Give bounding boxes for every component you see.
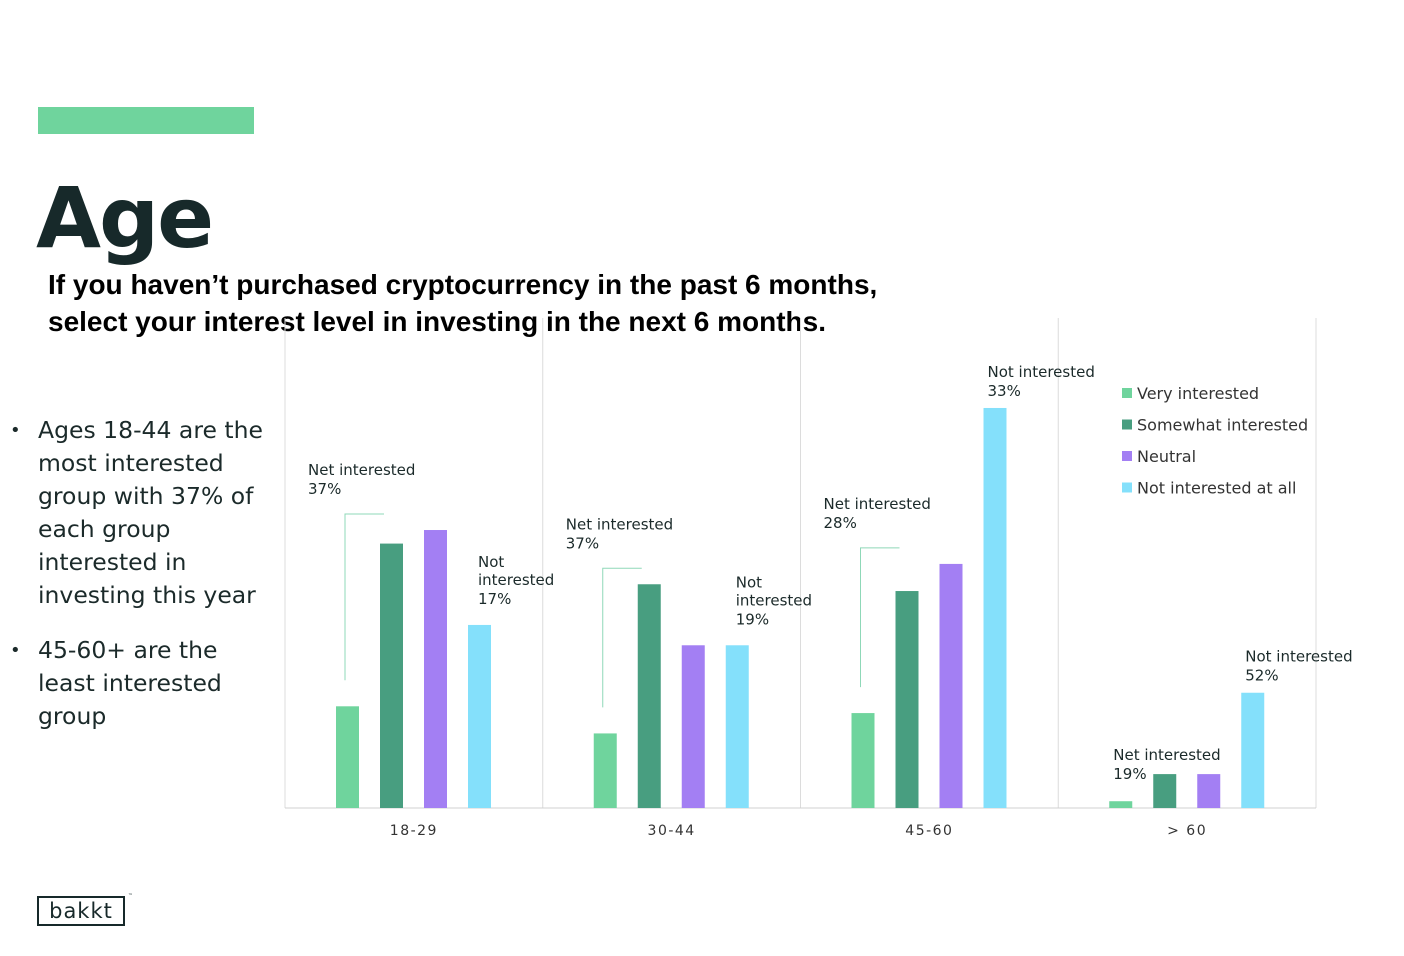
not-interested-label: interested (736, 591, 812, 609)
bar-not-interested-at-all (983, 407, 1007, 808)
net-interested-label: Net interested (308, 461, 415, 479)
net-interested-value: 37% (566, 534, 599, 552)
bullet-dot: • (10, 640, 21, 661)
bar-somewhat-interested (1153, 774, 1177, 808)
bar-neutral (681, 645, 705, 808)
bar-very-interested (851, 713, 875, 808)
x-tick-label: > 60 (1167, 823, 1207, 839)
bar-very-interested (593, 733, 617, 808)
legend-swatch (1122, 419, 1132, 430)
subtitle: If you haven’t purchased cryptocurrency … (48, 266, 928, 340)
not-interested-label: Not (478, 553, 504, 571)
not-interested-label: Not interested (988, 363, 1095, 381)
net-interested-label: Net interested (566, 515, 673, 533)
x-tick-label: 18-29 (390, 823, 438, 839)
not-interested-label: Not (736, 573, 762, 591)
bullet-item: • Ages 18-44 are the most interested gro… (0, 414, 270, 612)
legend-label: Neutral (1137, 447, 1196, 466)
net-interested-value: 19% (1113, 765, 1146, 783)
bar-neutral (1197, 774, 1221, 808)
legend-label: Not interested at all (1137, 479, 1296, 498)
net-interested-label: Net interested (1113, 746, 1220, 764)
x-tick-label: 30-44 (648, 823, 696, 839)
bar-not-interested-at-all (725, 645, 749, 808)
net-interested-bracket (344, 513, 384, 681)
bar-somewhat-interested (637, 584, 661, 808)
not-interested-value: 17% (478, 590, 511, 608)
subtitle-line-2: select your interest level in investing … (48, 306, 826, 337)
net-interested-bracket (602, 567, 642, 708)
bar-not-interested-at-all (468, 624, 491, 808)
bullet-text: Ages 18-44 are the most interested group… (38, 416, 263, 609)
logo-trademark: ™ (128, 893, 133, 899)
bullet-list: • Ages 18-44 are the most interested gro… (0, 414, 270, 755)
bullet-dot: • (10, 420, 21, 441)
not-interested-label: Not interested (1245, 648, 1352, 666)
not-interested-value: 19% (736, 610, 769, 628)
accent-bar (38, 107, 254, 134)
page-title: Age (36, 169, 214, 267)
bar-very-interested (1109, 801, 1133, 808)
legend-label: Very interested (1137, 384, 1259, 403)
bar-neutral (939, 563, 963, 808)
bullet-text: 45-60+ are the least interested group (38, 636, 222, 730)
net-interested-value: 28% (824, 514, 857, 532)
not-interested-value: 33% (988, 382, 1021, 400)
not-interested-label: interested (478, 571, 554, 589)
bar-very-interested (336, 706, 359, 808)
not-interested-value: 52% (1245, 667, 1278, 685)
net-interested-value: 37% (308, 480, 341, 498)
bakkt-logo: bakkt (37, 896, 125, 926)
bar-not-interested-at-all (1241, 692, 1265, 808)
bar-somewhat-interested (895, 591, 919, 808)
bar-neutral (424, 530, 447, 808)
legend-swatch (1122, 388, 1132, 398)
bullet-item: • 45-60+ are the least interested group (0, 634, 270, 733)
legend-swatch (1122, 482, 1132, 493)
legend-label: Somewhat interested (1137, 416, 1308, 435)
bar-somewhat-interested (380, 543, 403, 808)
legend-swatch (1122, 451, 1132, 461)
x-tick-label: 45-60 (905, 823, 953, 839)
subtitle-line-1: If you haven’t purchased cryptocurrency … (48, 269, 878, 300)
net-interested-label: Net interested (824, 495, 931, 513)
net-interested-bracket (860, 547, 900, 688)
